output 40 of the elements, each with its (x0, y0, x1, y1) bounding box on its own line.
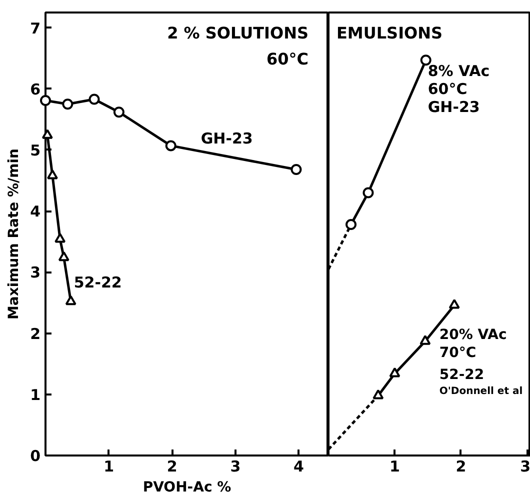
point (113, 106, 124, 118)
series-label: 20% VAc 70°C 52-22 O'Donnell et al (439, 327, 523, 398)
x-tick-label: 1 (104, 458, 114, 476)
y-tick-label: 5 (30, 141, 40, 160)
x-tick-label: 3 (230, 458, 241, 476)
point (88, 94, 100, 105)
x-tick-label: 4 (294, 458, 304, 476)
x-tick-label: 2 (166, 458, 178, 476)
x-tick-label: 2 (456, 458, 466, 476)
point (389, 367, 400, 378)
text: EMULSIONS (336, 24, 443, 42)
point (58, 251, 70, 262)
point (62, 98, 74, 110)
y-tick-label: 1 (30, 386, 40, 404)
y-axis-title: Maximum Rate %/min (6, 148, 22, 320)
y-tick-label: 7 (30, 19, 40, 38)
text: 2 % SOLUTIONS 60°C (167, 24, 309, 68)
y-tick-label: 0 (30, 447, 40, 465)
point (165, 140, 176, 152)
point (40, 95, 51, 106)
point (290, 164, 302, 176)
series-label: 8% VAc 60°C GH-23 (428, 62, 490, 116)
y-tick-label: 6 (30, 80, 40, 98)
point (362, 187, 374, 198)
series-label: GH-23 (200, 130, 253, 148)
point (420, 335, 431, 345)
point (54, 233, 66, 243)
x-tick-label: 3 (520, 458, 530, 476)
point (46, 169, 58, 180)
y-tick-label: 3 (30, 264, 40, 282)
point (42, 129, 53, 139)
point (346, 219, 357, 230)
legend-label: 52-22 (74, 274, 122, 292)
point (448, 298, 460, 309)
x-axis-title: PVOH-Ac % (142, 480, 232, 496)
point (65, 295, 76, 306)
x-tick-label: 1 (390, 458, 400, 476)
y-tick-label: 2 (30, 324, 40, 343)
y-tick-label: 4 (30, 202, 40, 221)
point (420, 54, 432, 66)
